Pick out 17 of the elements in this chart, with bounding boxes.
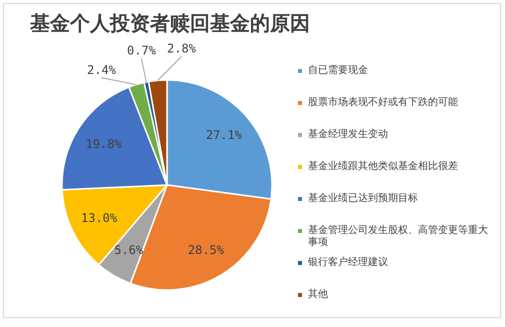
legend-label: 基金业绩已达到预期目标 <box>308 193 418 204</box>
data-label: 2.4% <box>87 62 117 77</box>
data-label: 5.6% <box>114 243 144 258</box>
legend-label: 基金管理公司发生股权、高管变更等重大事项 <box>308 225 488 248</box>
legend-label: 其他 <box>308 289 328 300</box>
legend-label: 股票市场表现不好或有下跌的可能 <box>308 97 458 108</box>
data-label: 19.8% <box>86 136 122 151</box>
legend-label: 银行客户经理建议 <box>308 257 388 268</box>
data-label: 13.0% <box>81 211 118 226</box>
data-label: 27.1% <box>206 128 243 142</box>
data-label: 28.5% <box>188 242 225 257</box>
data-label: 2.8% <box>167 42 197 56</box>
data-label: 0.7% <box>127 44 157 58</box>
legend-label: 自已需要现金 <box>308 65 368 76</box>
legend-label: 基金业绩跟其他类似基金相比很差 <box>308 161 458 172</box>
legend-label: 基金经理发生变动 <box>308 129 388 140</box>
chart-title: 基金个人投资者赎回基金的原因 <box>29 10 311 37</box>
